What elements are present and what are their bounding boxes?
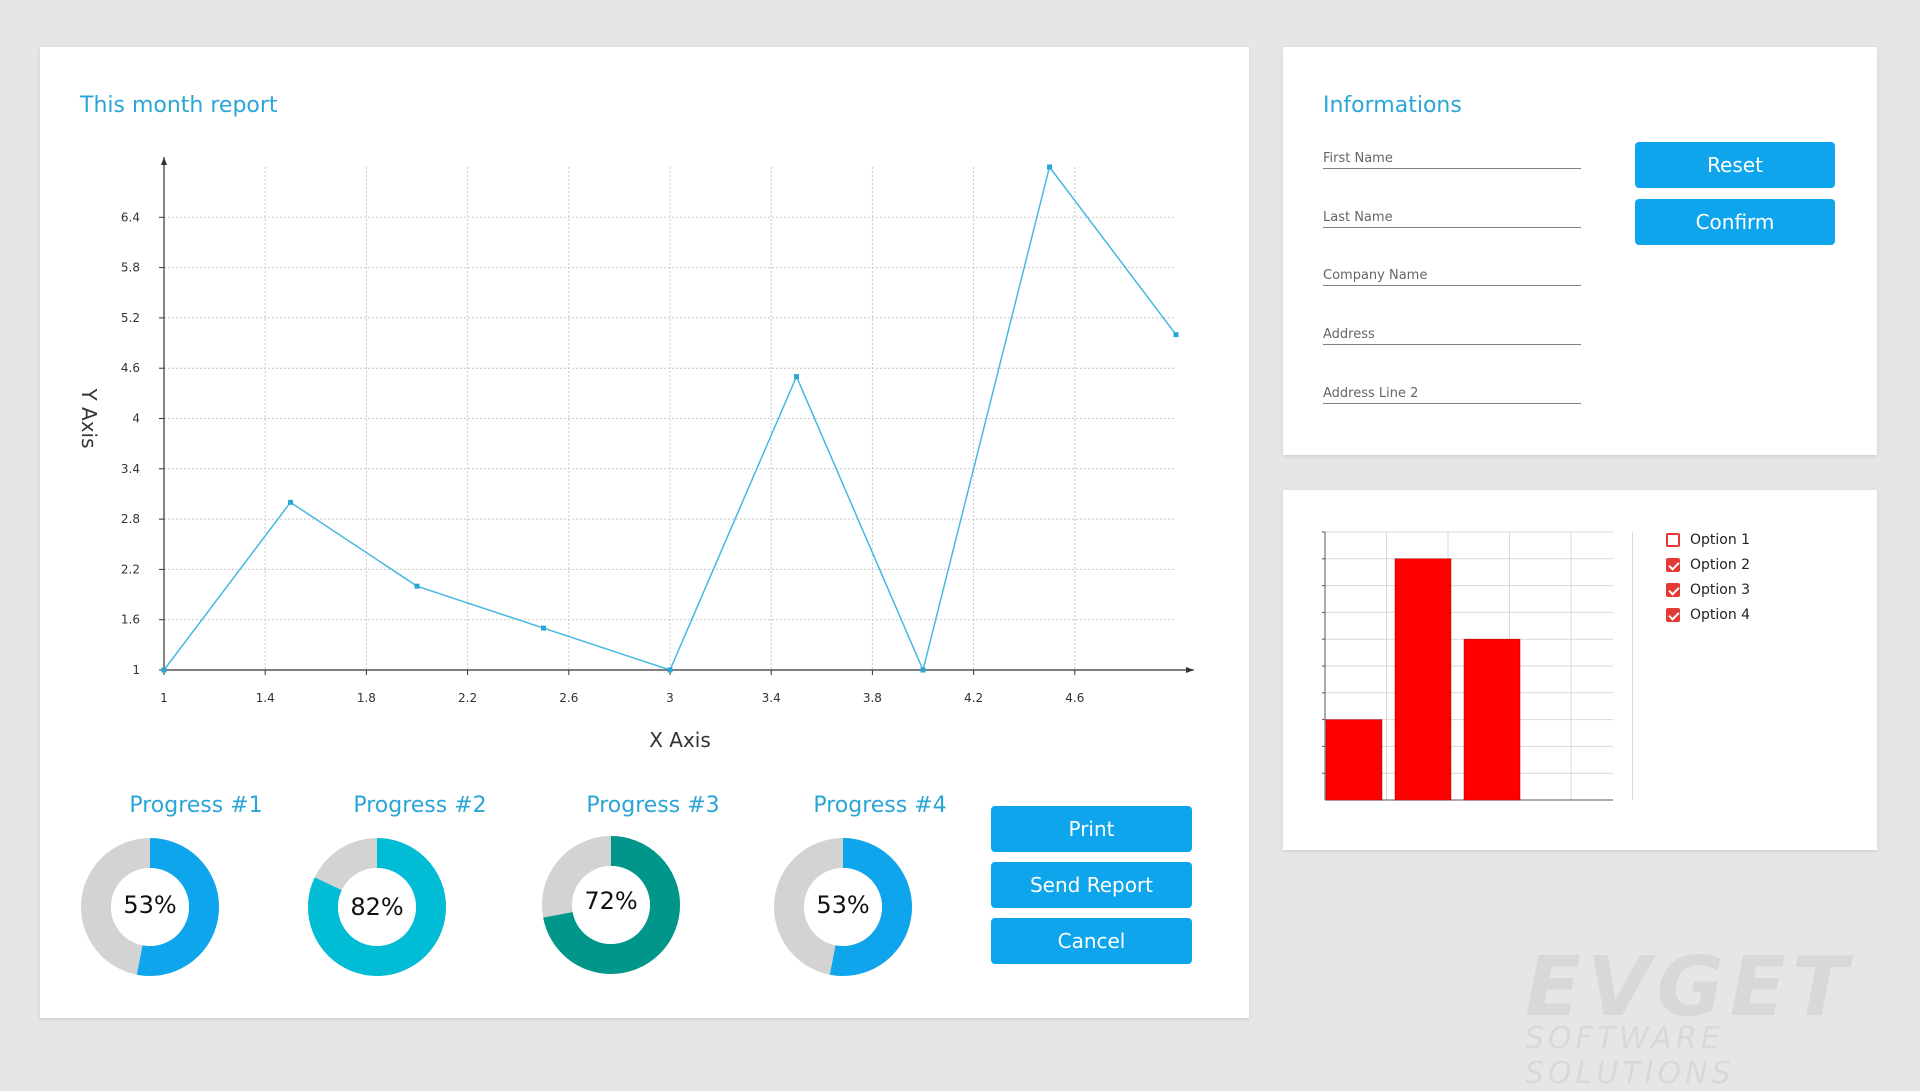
progress-2-donut: 82% bbox=[307, 837, 447, 977]
report-panel: This month report 1 1.4 1.8 2.2 2.6 3 3.4 3.8 4.… bbox=[40, 47, 1249, 1018]
progress-4-ring bbox=[774, 838, 912, 976]
address-line-2-field[interactable]: Address Line 2 bbox=[1323, 377, 1581, 404]
progress-1-donut: 53% bbox=[80, 837, 220, 977]
x-axis-title: X Axis bbox=[649, 728, 711, 752]
x-tick-label: 1.8 bbox=[357, 691, 376, 705]
data-point bbox=[1047, 164, 1052, 170]
x-tick-label: 2.6 bbox=[559, 691, 578, 705]
data-point bbox=[920, 667, 926, 673]
progress-center bbox=[804, 868, 882, 946]
cancel-button[interactable]: Cancel bbox=[991, 918, 1192, 964]
y-tick-label: 3.4 bbox=[121, 462, 140, 476]
option-1-checkbox[interactable] bbox=[1666, 533, 1680, 547]
company-name-field[interactable]: Company Name bbox=[1323, 259, 1581, 286]
progress-4-value: 53% bbox=[816, 891, 870, 919]
last-name-label: Last Name bbox=[1323, 210, 1393, 225]
bar-chart bbox=[1322, 531, 1633, 801]
option-2-label: Option 2 bbox=[1690, 557, 1751, 573]
x-tick-label: 1.4 bbox=[256, 691, 275, 705]
option-4-label: Option 4 bbox=[1690, 607, 1751, 623]
legend-option-3[interactable]: Option 3 bbox=[1666, 580, 1750, 600]
print-button[interactable]: Print bbox=[991, 806, 1192, 852]
y-tick-label: 5.8 bbox=[121, 261, 140, 275]
x-tick-label: 3 bbox=[666, 691, 674, 705]
progress-3-donut: 72% bbox=[541, 835, 681, 975]
legend-option-1[interactable]: Option 1 bbox=[1666, 530, 1750, 550]
x-tick-label: 3.4 bbox=[762, 691, 781, 705]
y-tick-label: 4 bbox=[132, 412, 140, 426]
progress-center bbox=[338, 868, 416, 946]
y-tick-label: 5.2 bbox=[121, 311, 140, 325]
report-title: This month report bbox=[80, 93, 278, 118]
progress-arc bbox=[308, 838, 446, 976]
progress-2-value: 82% bbox=[350, 893, 404, 921]
progress-4-label: Progress #4 bbox=[813, 793, 947, 818]
informations-title: Informations bbox=[1323, 93, 1462, 118]
company-name-label: Company Name bbox=[1323, 268, 1428, 283]
data-point bbox=[414, 583, 420, 589]
y-axis-title: Y Axis bbox=[77, 387, 101, 448]
legend-option-2[interactable]: Option 2 bbox=[1666, 555, 1750, 575]
progress-1-value: 53% bbox=[123, 891, 177, 919]
progress-center bbox=[111, 868, 189, 946]
informations-panel: Informations First Name Last Name Compan… bbox=[1283, 47, 1877, 455]
last-name-field[interactable]: Last Name bbox=[1323, 201, 1581, 228]
x-tick-label: 2.2 bbox=[458, 691, 477, 705]
bar bbox=[1394, 558, 1452, 801]
progress-arc bbox=[542, 836, 680, 974]
data-point bbox=[288, 499, 293, 505]
progress-center bbox=[572, 866, 650, 944]
address-field[interactable]: Address bbox=[1323, 318, 1581, 345]
legend-option-4[interactable]: Option 4 bbox=[1666, 605, 1750, 625]
first-name-field[interactable]: First Name bbox=[1323, 142, 1581, 169]
y-tick-label: 2.8 bbox=[121, 512, 140, 526]
first-name-label: First Name bbox=[1323, 151, 1393, 166]
progress-arc bbox=[81, 838, 219, 976]
y-axis-arrow bbox=[161, 157, 167, 165]
progress-3-ring bbox=[542, 836, 680, 974]
bar bbox=[1325, 719, 1383, 801]
y-tick-label: 6.4 bbox=[121, 210, 140, 224]
x-tick-label: 4.6 bbox=[1065, 691, 1084, 705]
address-label: Address bbox=[1323, 327, 1375, 342]
progress-4-donut: 53% bbox=[773, 837, 913, 977]
send-report-button[interactable]: Send Report bbox=[991, 862, 1192, 908]
option-2-checkbox[interactable] bbox=[1666, 558, 1680, 572]
x-tick-label: 4.2 bbox=[964, 691, 983, 705]
address-line-2-label: Address Line 2 bbox=[1323, 386, 1419, 401]
data-point bbox=[794, 374, 799, 380]
x-tick-label: 1 bbox=[160, 691, 168, 705]
y-tick-label: 1.6 bbox=[121, 613, 140, 627]
y-tick-label: 4.6 bbox=[121, 361, 140, 375]
y-tick-label: 2.2 bbox=[121, 562, 140, 576]
data-point bbox=[1173, 332, 1179, 338]
option-1-label: Option 1 bbox=[1690, 532, 1751, 548]
option-3-label: Option 3 bbox=[1690, 582, 1751, 598]
progress-3-label: Progress #3 bbox=[586, 793, 720, 818]
bar bbox=[1463, 638, 1521, 801]
x-tick-label: 3.8 bbox=[863, 691, 882, 705]
data-point bbox=[541, 625, 546, 631]
watermark-line-1: EVGET bbox=[1525, 940, 1854, 1035]
data-point bbox=[161, 667, 167, 673]
progress-3-value: 72% bbox=[584, 887, 638, 915]
x-axis-arrow bbox=[1186, 667, 1194, 673]
progress-arc bbox=[774, 838, 912, 976]
bar-chart-panel: Option 1 Option 2 Option 3 Option 4 bbox=[1283, 490, 1877, 850]
option-3-checkbox[interactable] bbox=[1666, 583, 1680, 597]
progress-1-ring bbox=[81, 838, 219, 976]
option-4-checkbox[interactable] bbox=[1666, 608, 1680, 622]
progress-2-ring bbox=[308, 838, 446, 976]
confirm-button[interactable]: Confirm bbox=[1635, 199, 1835, 245]
y-tick-label: 1 bbox=[132, 663, 140, 677]
data-point bbox=[667, 667, 673, 673]
watermark-logo: EVGET SOFTWARE SOLUTIONS bbox=[1525, 940, 1905, 1091]
line-chart: 1 1.4 1.8 2.2 2.6 3 3.4 3.8 4.2 4.6 1 1.6 2.2 2.8 3.4 4… bbox=[77, 157, 1194, 752]
reset-button[interactable]: Reset bbox=[1635, 142, 1835, 188]
progress-2-label: Progress #2 bbox=[353, 793, 487, 818]
progress-1-label: Progress #1 bbox=[129, 793, 263, 818]
